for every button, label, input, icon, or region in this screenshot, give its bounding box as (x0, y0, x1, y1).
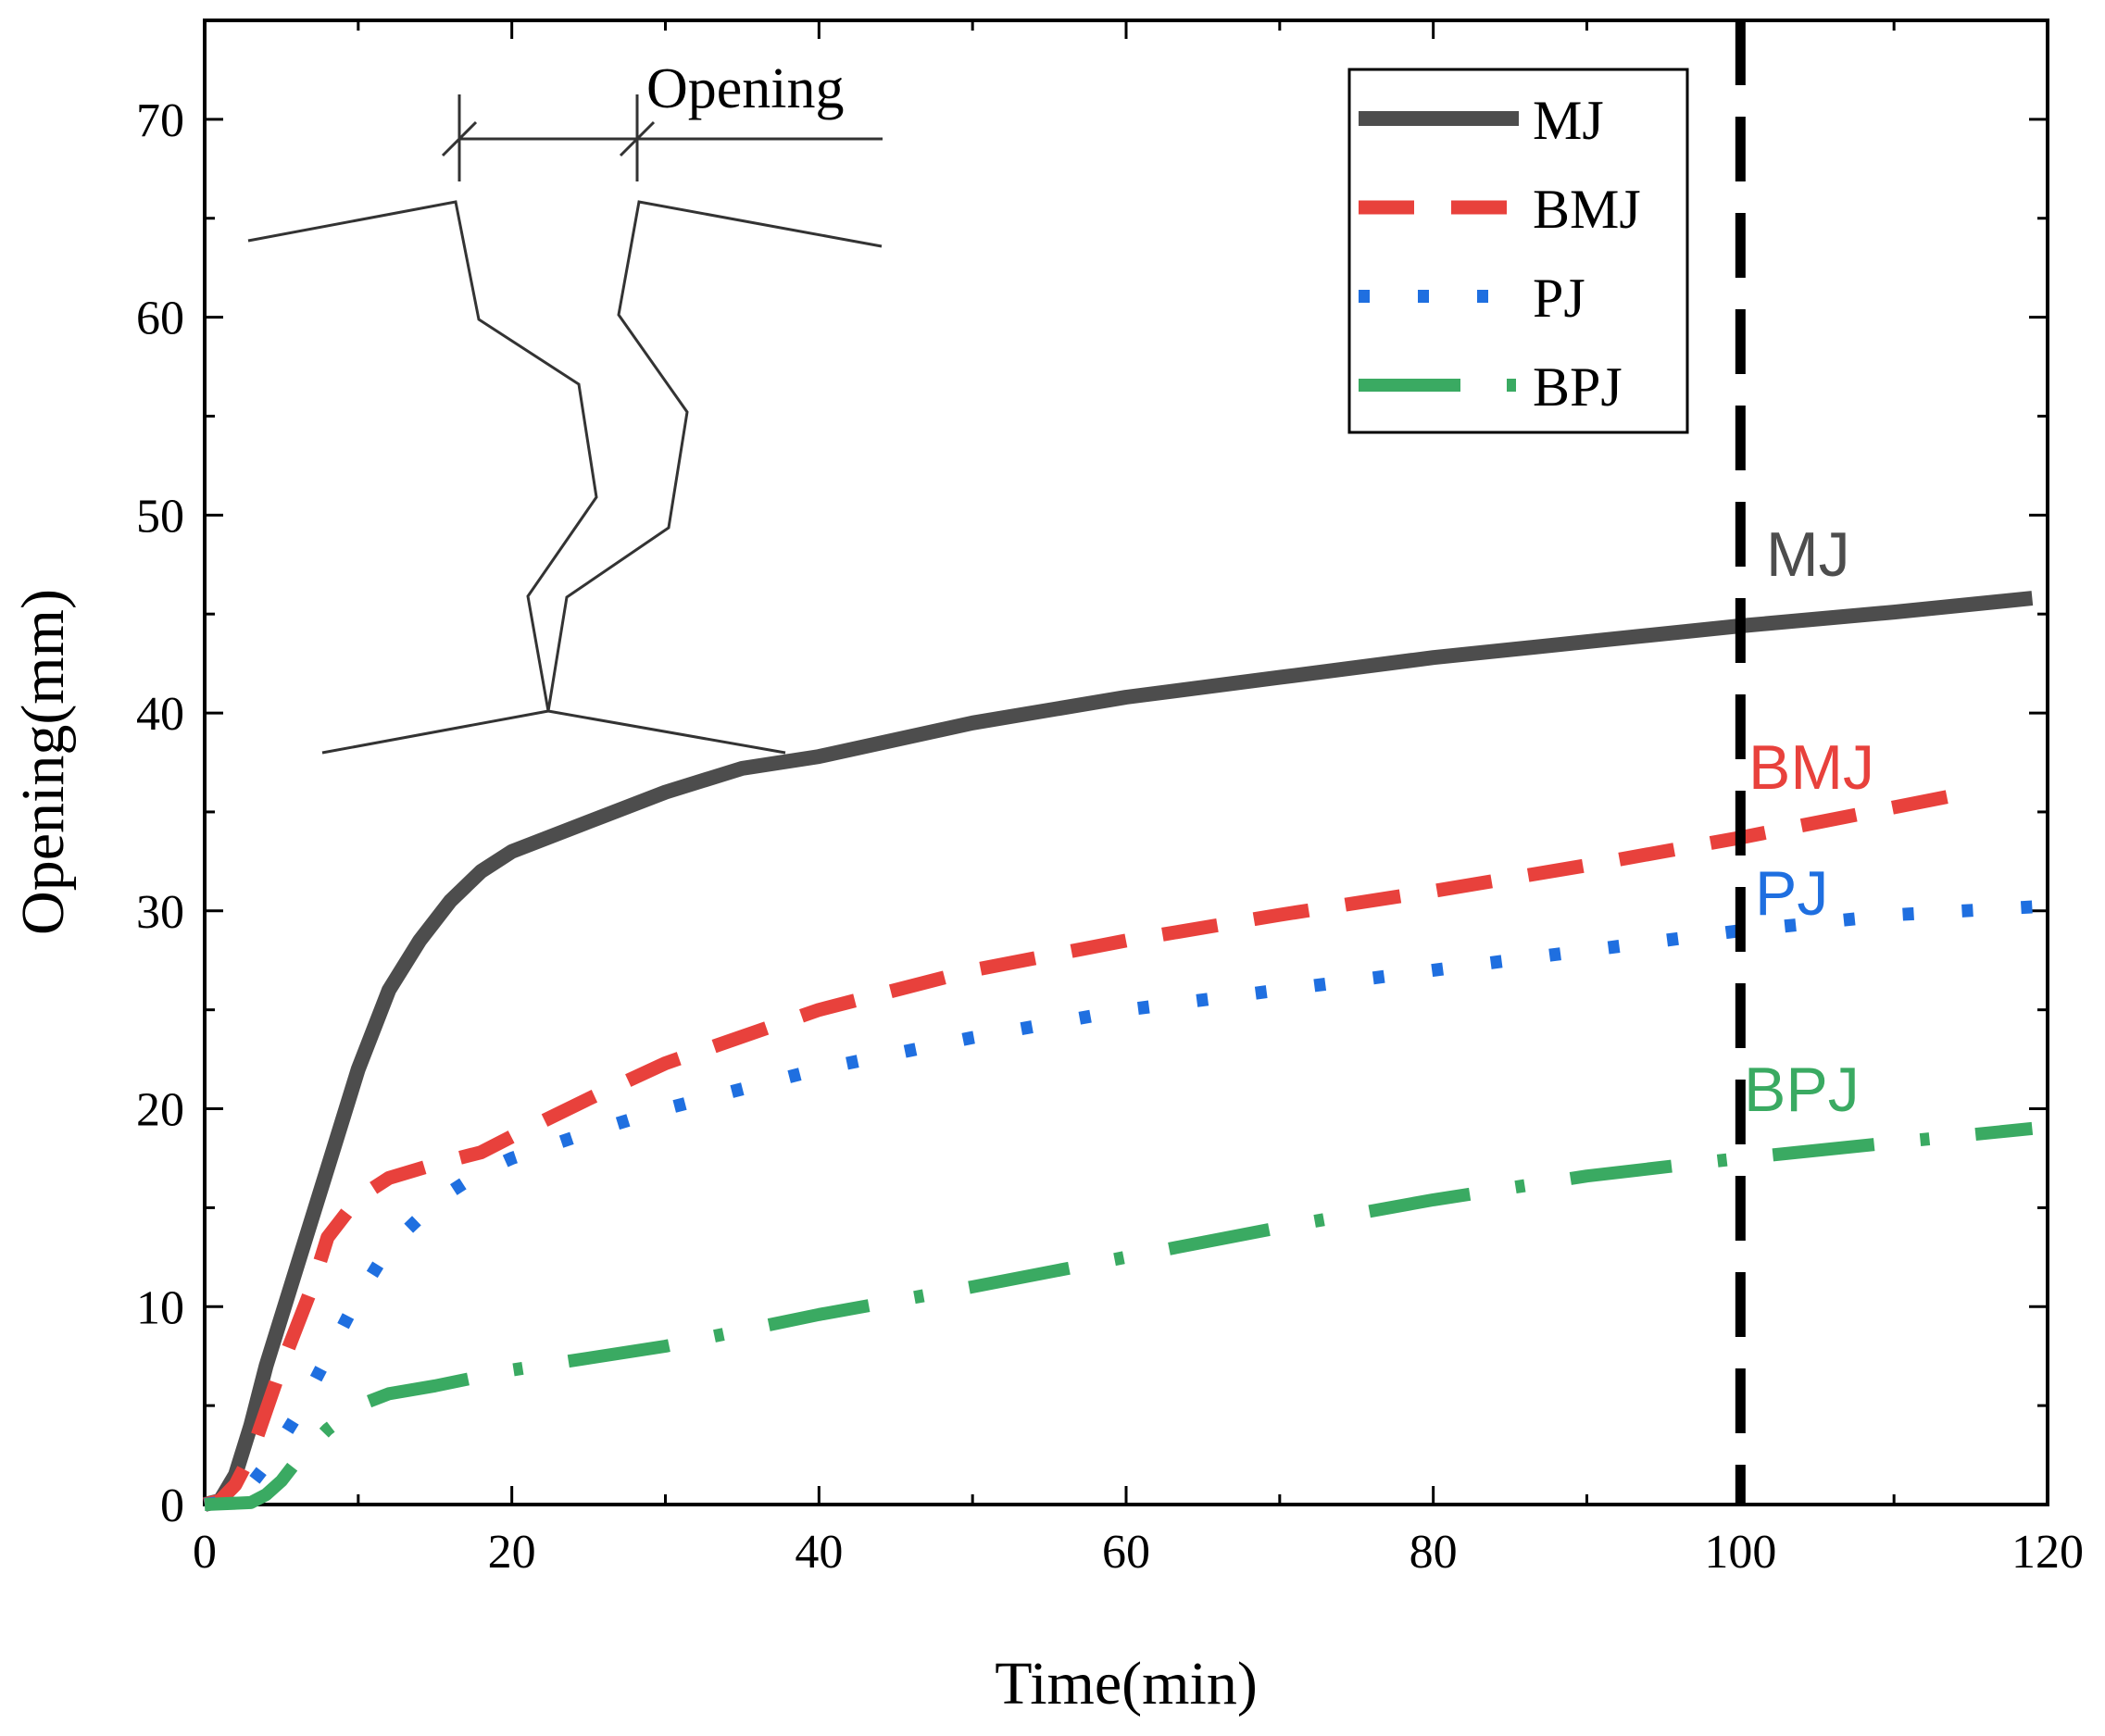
y-tick-label: 50 (136, 490, 184, 543)
x-tick-label: 40 (795, 1526, 843, 1579)
series-line-bmj (203, 785, 1973, 1512)
inline-label-pj: PJ (1755, 858, 1828, 929)
y-tick-label: 20 (136, 1084, 184, 1137)
y-tick-label: 40 (136, 688, 184, 741)
legend-label-mj: MJ (1533, 90, 1604, 151)
y-tick-label: 70 (136, 94, 184, 147)
series-line-mj (202, 591, 2034, 1512)
legend-label-bmj: BMJ (1533, 179, 1641, 240)
legend-box (1347, 68, 1689, 434)
y-tick-label: 10 (136, 1281, 184, 1334)
x-axis-title: Time(min) (995, 1650, 1258, 1717)
x-tick-label: 100 (1704, 1526, 1776, 1579)
series-layer (202, 591, 2034, 1512)
inline-series-labels: MJ BMJ PJ BPJ (1744, 519, 1874, 1125)
legend: MJ BMJ PJ BPJ (1347, 68, 1689, 434)
axis-ticks: 0 20 40 60 80 100 120 0 10 20 30 40 50 60 70 (136, 20, 2084, 1579)
y-axis-title: Opening(mm) (9, 589, 77, 935)
series-line-bpj (204, 1121, 2034, 1511)
inline-label-bmj: BMJ (1748, 732, 1874, 803)
x-tick-label: 80 (1410, 1526, 1458, 1579)
y-tick-label: 0 (160, 1480, 184, 1532)
series-line-pj (204, 900, 2033, 1511)
x-tick-label: 0 (193, 1526, 217, 1579)
x-tick-label: 20 (488, 1526, 536, 1579)
crack-opening-schematic (247, 94, 883, 755)
legend-label-bpj: BPJ (1533, 356, 1623, 418)
inline-label-bpj: BPJ (1744, 1055, 1860, 1125)
legend-label-pj: PJ (1533, 268, 1585, 329)
inset-opening-label: Opening (646, 57, 845, 120)
y-tick-label: 30 (136, 886, 184, 939)
y-tick-label: 60 (136, 293, 184, 345)
x-tick-label: 60 (1102, 1526, 1150, 1579)
x-tick-label: 120 (2011, 1526, 2084, 1579)
inline-label-mj: MJ (1766, 519, 1850, 590)
